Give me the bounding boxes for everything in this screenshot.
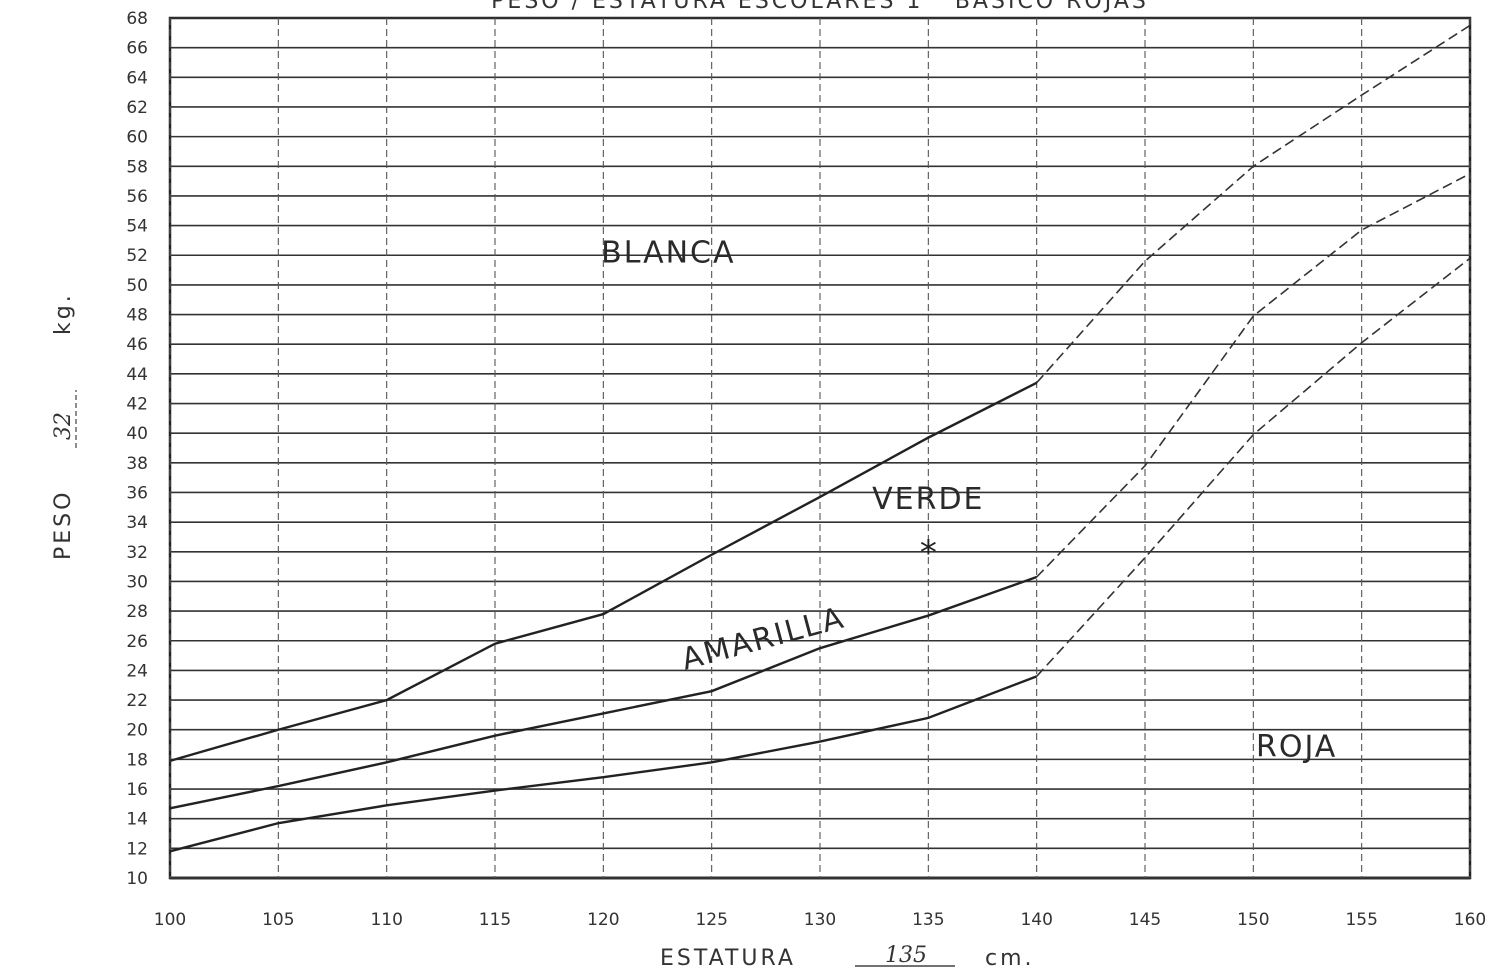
x-tick-label: 120	[587, 910, 619, 930]
y-tick-label: 40	[126, 424, 148, 444]
y-tick-label: 12	[126, 839, 148, 859]
y-tick-label: 50	[126, 276, 148, 296]
series-line-1	[169, 381, 1038, 763]
y-tick-label: 14	[126, 810, 148, 830]
y-tick-label: 30	[126, 572, 148, 592]
x-tick-label: 110	[370, 910, 402, 930]
y-axis-label-prefix: PESO	[51, 490, 76, 560]
y-tick-label: 46	[126, 335, 148, 355]
data-point-marker: *	[920, 533, 937, 573]
y-tick-label: 10	[126, 869, 148, 889]
y-tick-labels: 10 12 14 16 18 20 22 24 26 28 30 32 34 36 38 40 42 44 46 48…	[126, 9, 148, 889]
x-tick-label: 145	[1129, 910, 1161, 930]
series-line-3	[169, 675, 1038, 853]
series-line-3-dashed	[1036, 257, 1471, 677]
y-tick-label: 68	[126, 9, 148, 29]
y-tick-label: 52	[126, 246, 148, 266]
zone-label-roja: ROJA	[1256, 729, 1337, 764]
x-tick-labels: 100 105 110 115 120 125 130 135 140 145 150 155 160	[154, 910, 1486, 930]
zone-label-amarilla: AMARILLA	[678, 600, 849, 677]
y-tick-label: 60	[126, 128, 148, 148]
y-axis-label: PESO 32 kg.	[51, 292, 77, 560]
zone-label-verde: VERDE	[872, 482, 984, 517]
y-tick-label: 64	[126, 68, 148, 88]
y-tick-label: 18	[126, 750, 148, 770]
x-axis-label: ESTATURA 135 cm.	[660, 943, 1035, 971]
series-lines	[169, 24, 1471, 853]
y-tick-label: 16	[126, 780, 148, 800]
x-tick-label: 150	[1237, 910, 1269, 930]
x-tick-label: 135	[912, 910, 944, 930]
y-tick-label: 66	[126, 39, 148, 59]
y-axis-label-value: 32	[51, 412, 76, 440]
x-axis-label-prefix: ESTATURA	[660, 946, 796, 971]
y-tick-label: 28	[126, 602, 148, 622]
x-axis-label-value: 135	[885, 943, 927, 968]
zone-label-blanca: BLANCA	[601, 236, 735, 271]
series-line-2	[169, 575, 1038, 810]
series-line-2-dashed	[1036, 172, 1471, 578]
chart-title: PESO / ESTATURA ESCOLARES 1^ BÁSICO ROJA…	[491, 0, 1149, 14]
x-tick-label: 140	[1020, 910, 1052, 930]
y-tick-label: 48	[126, 306, 148, 326]
y-tick-label: 36	[126, 483, 148, 503]
x-tick-label: 100	[154, 910, 186, 930]
x-tick-label: 125	[695, 910, 727, 930]
y-tick-label: 34	[126, 513, 148, 533]
grid	[168, 16, 1472, 880]
x-tick-label: 115	[479, 910, 511, 930]
point-marker: *	[920, 533, 937, 573]
x-axis-label-unit: cm.	[985, 946, 1035, 971]
y-tick-label: 42	[126, 395, 148, 415]
y-tick-label: 44	[126, 365, 148, 385]
y-tick-label: 20	[126, 721, 148, 741]
y-tick-label: 26	[126, 632, 148, 652]
x-tick-label: 160	[1454, 910, 1486, 930]
x-tick-label: 155	[1345, 910, 1377, 930]
y-tick-label: 58	[126, 157, 148, 177]
y-tick-label: 38	[126, 454, 148, 474]
y-tick-label: 32	[126, 543, 148, 563]
y-tick-label: 22	[126, 691, 148, 711]
y-tick-label: 56	[126, 187, 148, 207]
y-axis-label-unit: kg.	[51, 292, 76, 335]
x-tick-label: 130	[804, 910, 836, 930]
y-tick-label: 24	[126, 661, 148, 681]
y-tick-label: 54	[126, 217, 148, 237]
series-line-1-dashed	[1036, 24, 1471, 384]
y-tick-label: 62	[126, 98, 148, 118]
x-tick-label: 105	[262, 910, 294, 930]
